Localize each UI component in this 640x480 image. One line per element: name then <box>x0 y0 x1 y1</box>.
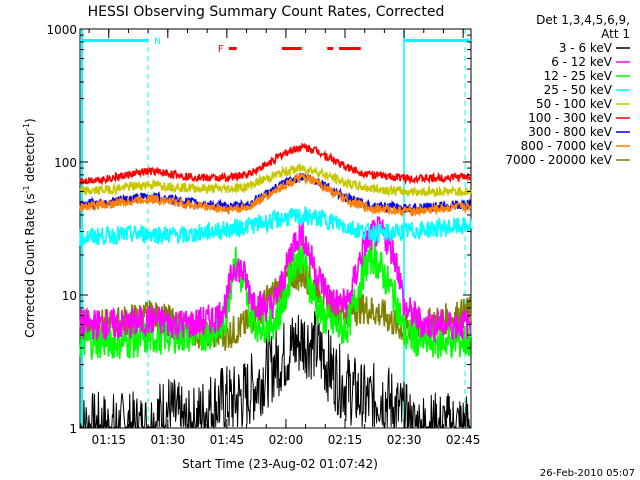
series-line-50-100-kev <box>79 161 472 198</box>
x-tick-label: 02:00 <box>269 433 304 447</box>
legend-label-7000-20000-kev: 7000 - 20000 keV <box>505 153 612 167</box>
y-tick-label: 100 <box>54 156 77 170</box>
y-tick-label: 10 <box>62 289 77 303</box>
y-tick-label: 1000 <box>46 23 77 37</box>
footer-date: 26-Feb-2010 05:07 <box>540 468 635 479</box>
status-bars: NF <box>80 37 471 55</box>
legend-label-3-6-kev: 3 - 6 keV <box>559 41 613 55</box>
series-line-25-50-kev <box>79 206 472 247</box>
legend-label-6-12-kev: 6 - 12 keV <box>551 55 613 69</box>
x-tick-label: 01:30 <box>151 433 186 447</box>
legend-label-100-300-kev: 100 - 300 keV <box>528 111 612 125</box>
legend-header-attenuator: Att 1 <box>601 27 630 41</box>
series-line-100-300-kev <box>79 142 472 187</box>
flare-marker-label: F <box>218 44 224 55</box>
legend-header-detectors: Det 1,3,4,5,6,9, <box>536 13 630 27</box>
x-tick-label: 02:45 <box>446 433 481 447</box>
legend-label-300-800-kev: 300 - 800 keV <box>528 125 612 139</box>
legend-label-50-100-kev: 50 - 100 keV <box>536 97 613 111</box>
x-tick-label: 01:15 <box>91 433 126 447</box>
plot-area: NF <box>79 29 472 429</box>
series-line-7000-20000-kev <box>79 261 472 351</box>
x-axis: 01:15 01:30 01:45 02:00 02:15 02:30 02:45 <box>88 29 481 447</box>
series-line-800-7000-kev <box>79 172 472 218</box>
flare-bar <box>327 47 334 50</box>
saa-marker-label: N <box>154 37 161 47</box>
x-tick-label: 02:15 <box>328 433 363 447</box>
night-bar <box>404 39 471 42</box>
flare-bar <box>339 47 361 50</box>
x-tick-label: 02:30 <box>387 433 422 447</box>
y-axis: 1 10 100 1000 <box>46 23 471 436</box>
chart-title: HESSI Observing Summary Count Rates, Cor… <box>88 4 445 20</box>
legend-label-25-50-kev: 25 - 50 keV <box>544 83 613 97</box>
y-axis-label: Corrected Count Rate (s-1 detector-1) <box>22 118 37 337</box>
flare-bar <box>281 47 302 50</box>
series-line-6-12-kev <box>79 216 472 344</box>
x-axis-label: Start Time (23-Aug-02 01:07:42) <box>182 457 378 471</box>
legend-label-800-7000-kev: 800 - 7000 keV <box>521 139 613 153</box>
night-bar <box>80 39 149 42</box>
x-tick-label: 01:45 <box>210 433 245 447</box>
series-line-300-800-kev <box>79 172 472 215</box>
series-layer <box>79 142 472 429</box>
series-line-3-6-kev <box>79 311 471 429</box>
flare-bar <box>228 47 237 50</box>
legend-label-12-25-kev: 12 - 25 keV <box>544 69 613 83</box>
y-tick-label: 1 <box>69 422 77 436</box>
